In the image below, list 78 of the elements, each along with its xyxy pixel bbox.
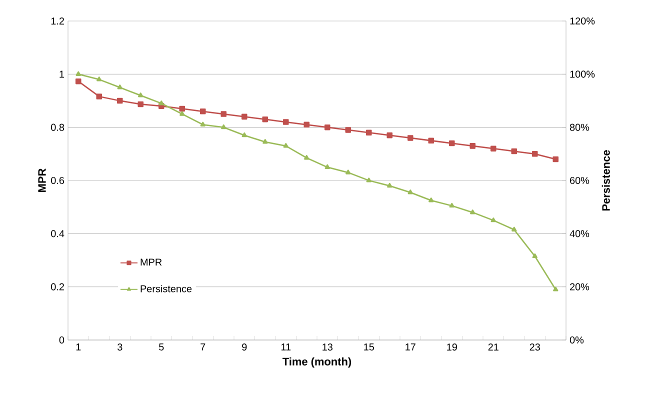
x-tick-label: 3 [117, 344, 122, 351]
point [242, 132, 247, 138]
point [324, 124, 330, 130]
point [449, 202, 454, 208]
point [200, 108, 206, 114]
point [345, 127, 352, 133]
point [117, 84, 122, 90]
y-tick-label: 0.8 [51, 124, 64, 131]
point [366, 130, 372, 136]
point [75, 78, 82, 84]
x-tick-label: 21 [488, 344, 498, 350]
y2-tick-label: 100% [570, 70, 595, 78]
point [76, 71, 81, 76]
point [512, 226, 517, 232]
y-tick-label: 1.2 [51, 18, 64, 24]
point [366, 178, 372, 182]
point [470, 210, 476, 214]
point [386, 132, 393, 138]
point [180, 111, 185, 116]
point [408, 190, 413, 194]
point [428, 138, 434, 144]
point [179, 106, 186, 112]
y2-tick-label: 0% [570, 336, 584, 344]
point [532, 151, 538, 157]
point [262, 116, 268, 122]
point [511, 148, 518, 154]
legend-label: Persistence [140, 284, 192, 292]
x-tick-label: 13 [322, 344, 332, 351]
point [96, 94, 102, 100]
x-tick-label: 7 [200, 344, 206, 350]
x-tick-label: 11 [281, 344, 291, 350]
point [428, 198, 434, 202]
y-tick-label: 0.4 [51, 230, 64, 238]
point [470, 143, 476, 149]
x-tick-label: 9 [242, 344, 247, 351]
point [138, 101, 144, 108]
point [324, 164, 330, 170]
point [262, 139, 268, 144]
point [490, 146, 496, 152]
point [116, 98, 123, 104]
point [552, 156, 559, 162]
x-tick-label: 17 [406, 344, 416, 350]
x-tick-label: 19 [447, 344, 457, 351]
y-axis-title: MPR [38, 168, 46, 192]
y-tick-label: 0.2 [51, 283, 64, 290]
point [158, 100, 164, 106]
point [282, 119, 289, 125]
x-tick-label: 15 [364, 344, 374, 350]
y2-tick-label: 80% [570, 124, 590, 131]
point [387, 182, 392, 188]
point [241, 114, 248, 120]
legend-label: MPR [140, 258, 162, 266]
y2-tick-label: 120% [570, 17, 595, 25]
point [283, 143, 288, 148]
point [304, 122, 310, 128]
point [490, 217, 496, 222]
point [553, 286, 558, 292]
y2-axis-title: Persistence [602, 150, 610, 211]
point [138, 92, 144, 98]
point [96, 76, 102, 82]
y-tick-label: 0.6 [51, 176, 64, 184]
x-tick-label: 5 [159, 344, 164, 350]
y2-tick-label: 60% [570, 176, 590, 184]
y2-tick-label: 40% [570, 230, 590, 238]
y2-tick-label: 20% [570, 283, 590, 290]
point [220, 111, 227, 117]
x-tick-label: 1 [76, 344, 81, 350]
x-tick-label: 23 [530, 344, 540, 351]
y-tick-label: 0 [59, 336, 64, 344]
y-tick-label: 1 [60, 70, 64, 78]
point [304, 155, 310, 160]
point [221, 124, 226, 130]
point [532, 253, 538, 258]
x-axis-title: Time (month) [282, 357, 352, 368]
point [200, 122, 206, 126]
point [407, 135, 414, 141]
point [448, 140, 455, 146]
point [346, 170, 351, 174]
